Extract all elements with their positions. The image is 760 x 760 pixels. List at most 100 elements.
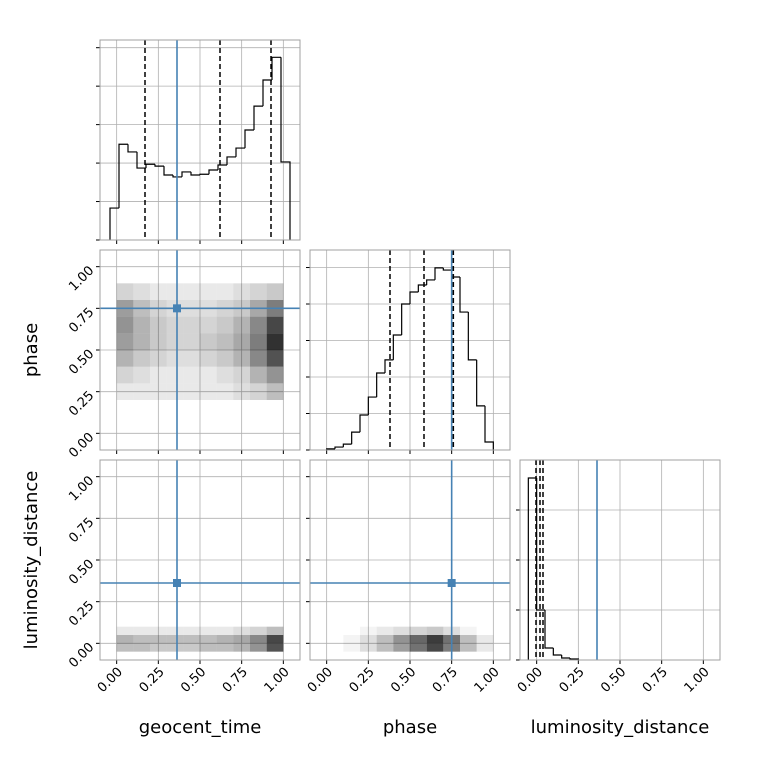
x-tick-label: 0.50	[598, 665, 629, 696]
density-cell	[150, 643, 167, 652]
density-cell	[216, 283, 234, 300]
histogram-bin	[426, 279, 435, 286]
histogram-bin	[226, 156, 236, 165]
y-tick-label: 0.50	[66, 557, 97, 588]
y-axis-label: phase	[21, 323, 42, 377]
density-cell	[116, 366, 134, 384]
x-tick-label: 1.00	[262, 665, 293, 696]
histogram-bin	[467, 312, 477, 361]
histogram-bin	[417, 284, 427, 292]
density-cell	[250, 283, 267, 300]
density-cell	[216, 350, 234, 367]
histogram-bin	[118, 143, 128, 209]
density-cell	[116, 283, 134, 300]
density-cell	[200, 635, 217, 644]
histogram-bin	[190, 171, 200, 176]
density-cell	[476, 635, 494, 644]
density-cell	[216, 333, 234, 350]
y-tick-label: 0.00	[66, 430, 97, 461]
x-axis-label: phase	[383, 717, 437, 738]
density-cell	[343, 627, 360, 635]
histogram-bin	[367, 396, 377, 415]
density-cell	[266, 383, 284, 400]
truth-marker	[173, 304, 181, 313]
density-cell	[200, 316, 217, 334]
density-cell	[166, 626, 184, 635]
density-cell	[116, 626, 134, 635]
histogram-bin	[109, 207, 119, 240]
histogram-bin	[271, 56, 281, 80]
density-cell	[410, 626, 427, 635]
y-tick-label: 1.00	[66, 263, 97, 294]
density-cell	[393, 643, 410, 652]
histogram-bin	[544, 610, 554, 649]
density-cell	[116, 635, 134, 644]
histogram-bin	[217, 164, 227, 170]
density-cell	[116, 350, 134, 367]
density-cell	[376, 635, 394, 644]
density-cell	[166, 316, 184, 334]
histogram-bin	[552, 648, 562, 656]
histogram-bin	[342, 443, 352, 448]
density-cell	[133, 626, 150, 635]
density-cell	[250, 626, 267, 635]
density-cell	[410, 635, 427, 644]
x-tick-label: 1.00	[472, 665, 503, 696]
density-cell	[426, 626, 444, 635]
x-tick-label: 0.00	[305, 665, 336, 696]
histogram-bin	[199, 173, 209, 175]
density-cell	[116, 316, 134, 334]
density-cell	[166, 635, 184, 644]
density-cell	[183, 626, 200, 635]
density-cell	[183, 350, 200, 367]
density-cell	[233, 383, 250, 400]
density-cell	[150, 383, 167, 400]
x-axis-label: geocent_time	[139, 717, 262, 738]
density-cell	[150, 350, 167, 367]
histogram-bin	[235, 147, 245, 157]
density-cell	[150, 316, 167, 334]
histogram-bin	[136, 151, 146, 169]
histogram-bin	[536, 478, 545, 611]
histogram-bin	[280, 57, 291, 240]
density-cell	[166, 643, 184, 652]
density-cell	[133, 350, 150, 367]
density-cell	[166, 383, 184, 400]
density-cell	[183, 643, 200, 652]
density-cell	[183, 635, 200, 644]
y-tick-label: 0.75	[66, 305, 97, 336]
x-tick-label: 0.00	[95, 665, 126, 696]
x-tick-label: 0.00	[515, 665, 546, 696]
density-cell	[266, 333, 284, 350]
axes-frame	[309, 459, 511, 661]
histogram-bin	[181, 171, 191, 177]
axes-frame	[309, 249, 511, 451]
density-cell	[376, 643, 394, 652]
density-cell	[266, 643, 284, 652]
density-cell	[250, 333, 267, 350]
density-cell	[150, 626, 167, 635]
density-cell	[183, 316, 200, 334]
density-cell	[133, 643, 150, 652]
density-cell	[133, 333, 150, 350]
y-tick-label: 1.00	[66, 473, 97, 504]
density-cell	[200, 383, 217, 400]
density-cell	[233, 283, 250, 300]
density-cell	[150, 333, 167, 350]
histogram-bin	[253, 105, 263, 130]
histogram-bin	[442, 267, 452, 271]
density-cell	[166, 333, 184, 350]
density-cell	[116, 333, 134, 350]
density-cell	[200, 283, 217, 300]
density-cell	[200, 626, 217, 635]
histogram-bin	[154, 164, 164, 167]
density-cell	[216, 383, 234, 400]
density-cell	[133, 283, 150, 300]
density-cell	[166, 366, 184, 384]
y-tick-label: 0.25	[66, 598, 97, 629]
density-cell	[426, 643, 444, 652]
density-cell	[200, 350, 217, 367]
density-cell	[150, 366, 167, 384]
density-cell	[183, 366, 200, 384]
density-cell	[360, 635, 377, 644]
